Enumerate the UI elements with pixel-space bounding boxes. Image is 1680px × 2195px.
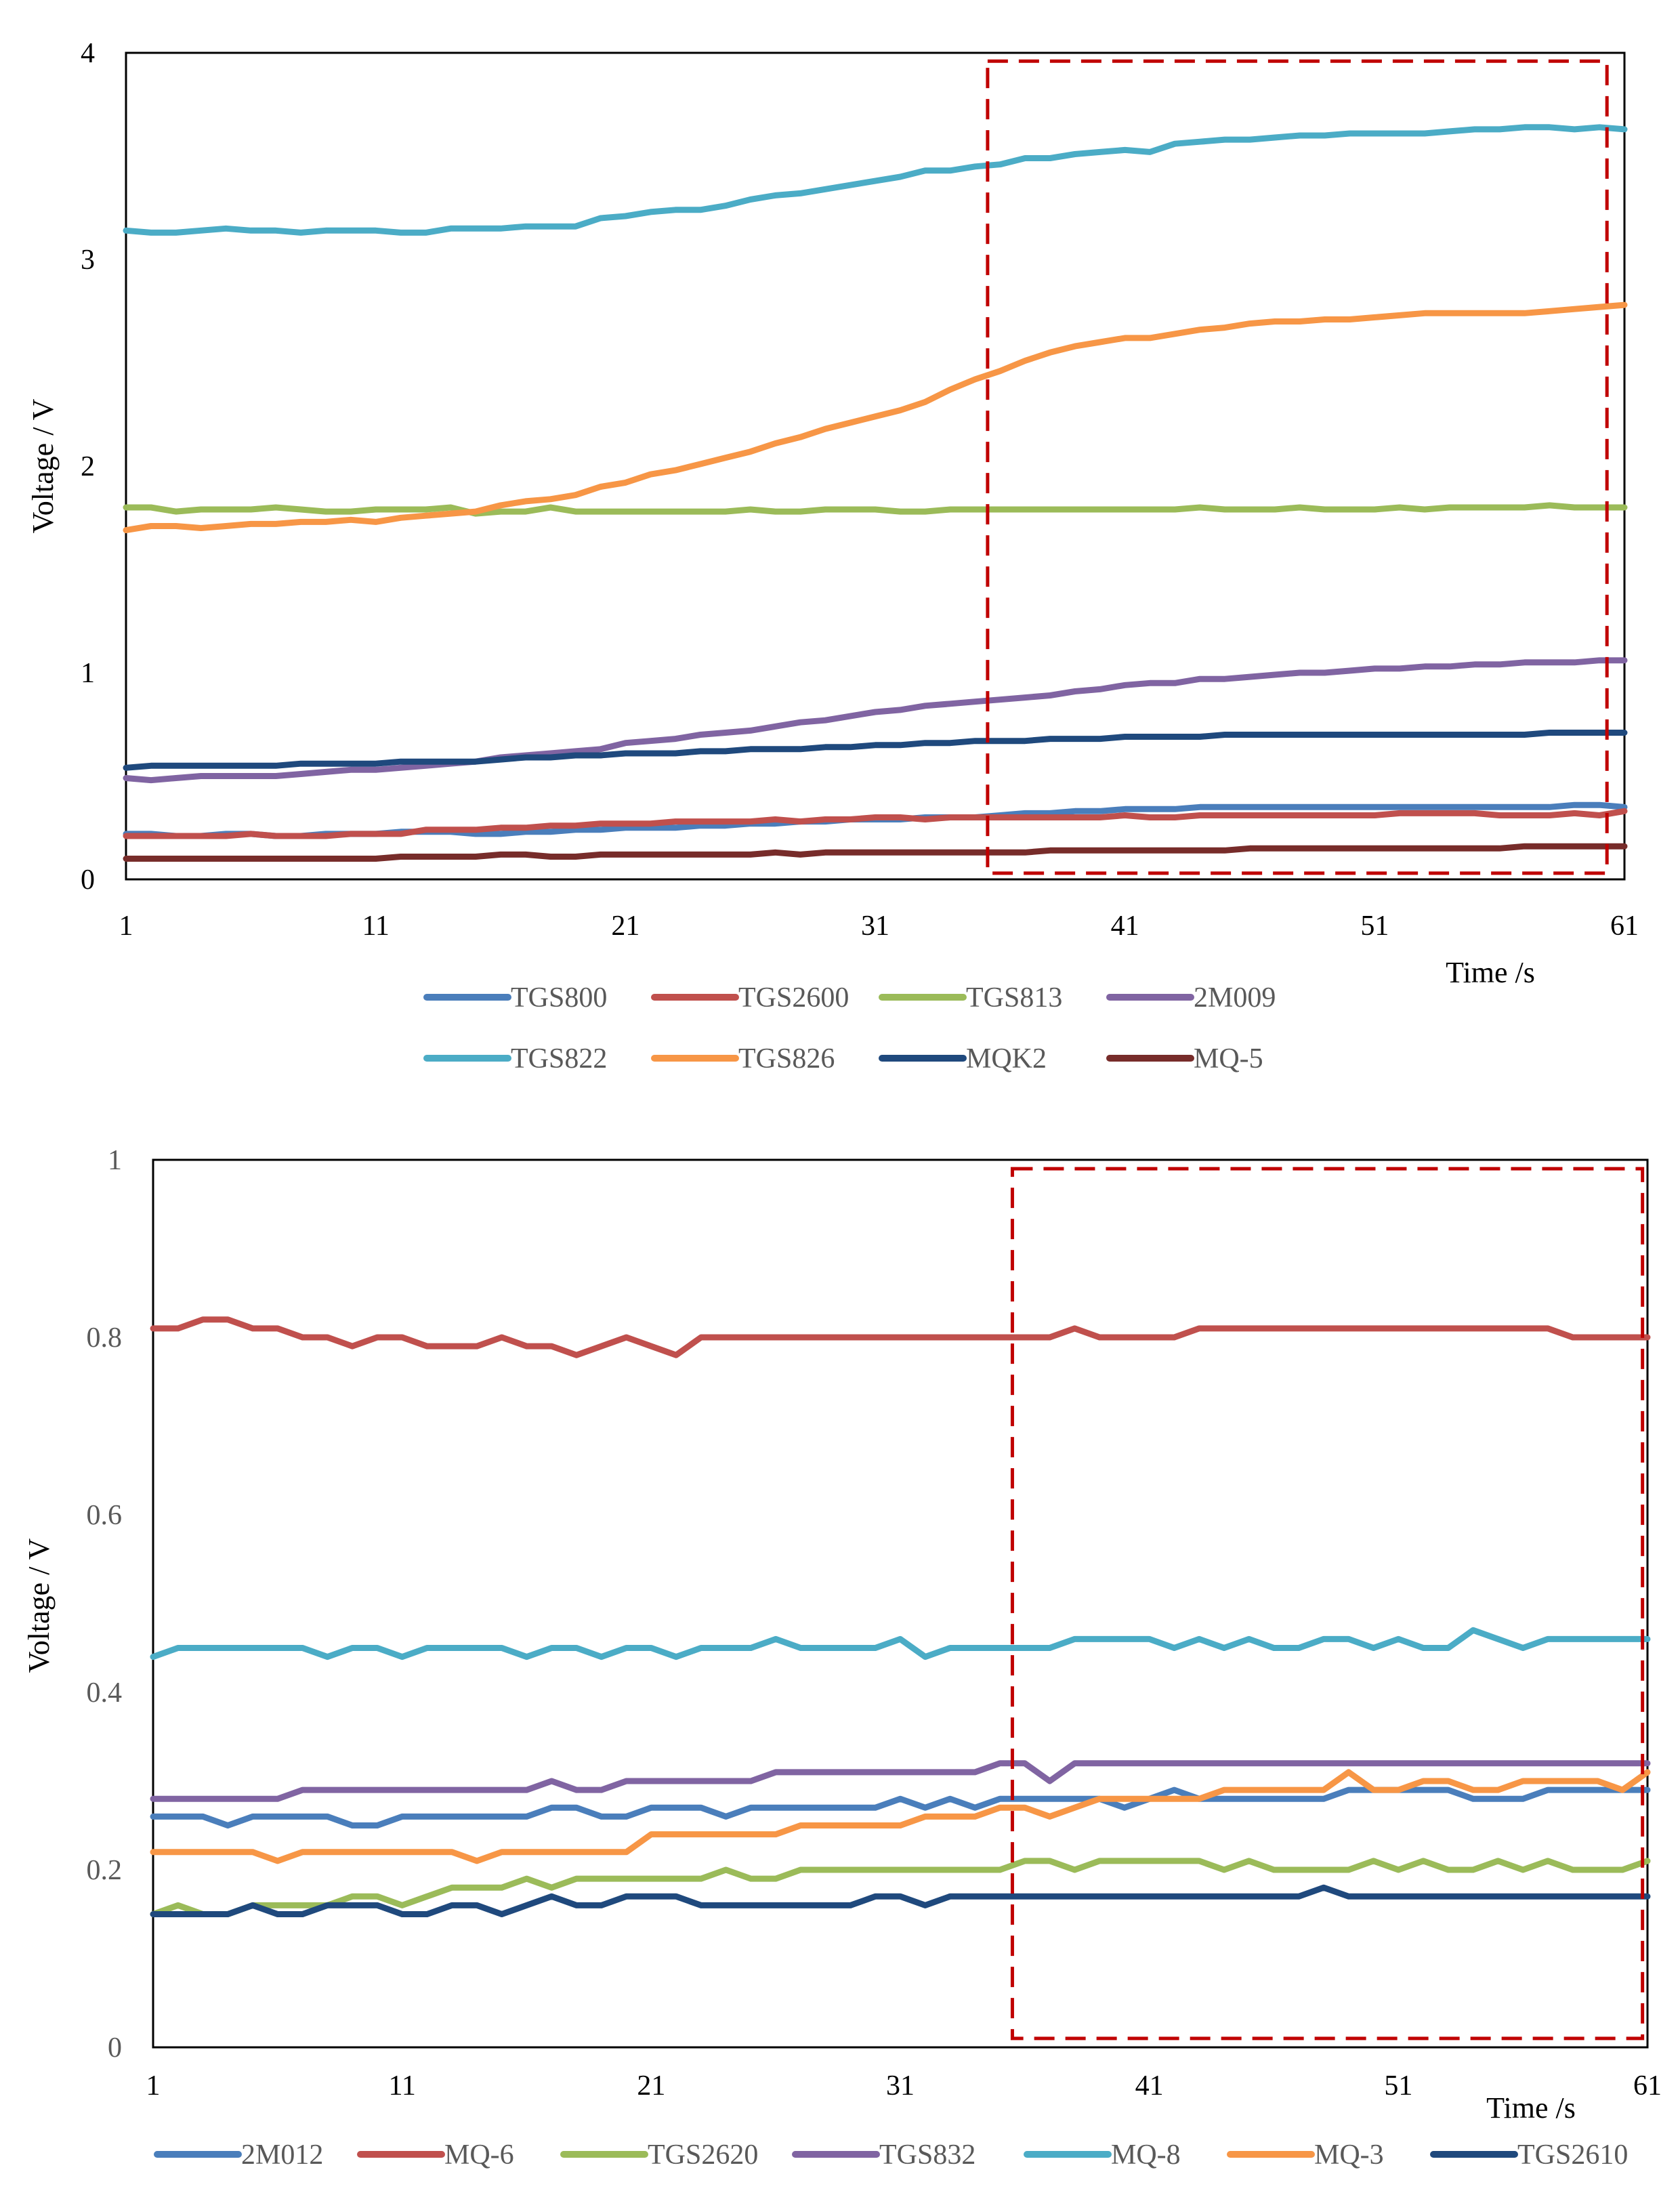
x-tick-label: 41 [1111,911,1139,942]
series-line-MQ-3 [150,1769,1651,1864]
y-tick-label: 0.6 [87,1500,123,1531]
series-line-MQ-6 [150,1316,1651,1358]
series-line-TGS826 [123,301,1628,534]
x-tick-label: 51 [1360,911,1389,942]
y-tick-label: 3 [81,245,95,276]
x-tick-label: 41 [1135,2070,1164,2102]
plot-area-border [125,51,1626,881]
y-tick-label: 0 [81,864,95,896]
x-tick-label: 61 [1633,2070,1662,2102]
highlight-region-box [1010,1167,1645,2041]
plot-area-border [152,1158,1649,2049]
series-line-TGS832 [150,1760,1651,1802]
legend: TGS800 TGS2600 TGS813 2M009 TGS822 TGS826 MQK2… [423,982,1276,1074]
y-tick-label: 2 [81,451,95,482]
y-tick-label: 0.8 [87,1322,123,1354]
legend-label-TGS2600: TGS2600 [738,982,849,1013]
series-line-TGS2620 [150,1858,1651,1917]
series-line-2M012 [150,1786,1651,1828]
x-axis-title: Time /s [1446,956,1535,989]
legend-label-2M009: 2M009 [1194,982,1276,1013]
legend-label-MQ-6: MQ-6 [444,2139,514,2171]
x-tick-label: 21 [611,911,639,942]
y-tick-label: 0 [108,2032,122,2064]
series-line-TGS2600 [123,808,1628,839]
legend-label-MQK2: MQK2 [966,1043,1047,1074]
legend-label-TGS822: TGS822 [511,1043,607,1074]
y-axis-title: Voltage / V [26,398,60,533]
series-line-2M009 [123,657,1628,784]
x-tick-label: 1 [119,911,133,942]
legend-label-TGS832: TGS832 [879,2139,975,2171]
y-tick-label: 0.4 [87,1677,123,1709]
x-tick-label: 51 [1384,2070,1412,2102]
x-tick-label: 31 [886,2070,915,2102]
series-line-MQK2 [123,730,1628,771]
legend-label-TGS813: TGS813 [966,982,1062,1013]
series-line-MQ-8 [150,1627,1651,1660]
legend: 2M012 MQ-6 TGS2620 TGS832 MQ-8 MQ-3 TGS2610 [154,2139,1628,2171]
y-tick-label: 0.2 [87,1855,123,1886]
legend-label-MQ-5: MQ-5 [1194,1043,1263,1074]
x-tick-label: 11 [362,911,389,942]
y-tick-label: 1 [108,1145,122,1176]
legend-label-TGS826: TGS826 [738,1043,835,1074]
legend-label-TGS800: TGS800 [511,982,607,1013]
x-tick-label: 21 [637,2070,665,2102]
x-tick-label: 31 [861,911,889,942]
highlight-region-box [986,59,1609,875]
legend-label-MQ-3: MQ-3 [1314,2139,1384,2171]
x-tick-label: 1 [146,2070,161,2102]
series-line-MQ-5 [123,843,1628,862]
x-axis-title: Time /s [1486,2091,1576,2125]
y-tick-label: 4 [81,38,95,69]
y-tick-label: 1 [81,658,95,689]
legend-label-MQ-8: MQ-8 [1111,2139,1181,2171]
series-line-TGS822 [123,124,1628,236]
legend-label-2M012: 2M012 [241,2139,323,2171]
x-tick-label: 61 [1610,911,1639,942]
series-line-TGS2610 [150,1884,1651,1917]
x-tick-label: 11 [388,2070,415,2102]
series-line-TGS813 [123,502,1628,517]
y-axis-title: Voltage / V [22,1538,56,1673]
legend-label-TGS2620: TGS2620 [648,2139,758,2171]
legend-label-TGS2610: TGS2610 [1517,2139,1628,2171]
